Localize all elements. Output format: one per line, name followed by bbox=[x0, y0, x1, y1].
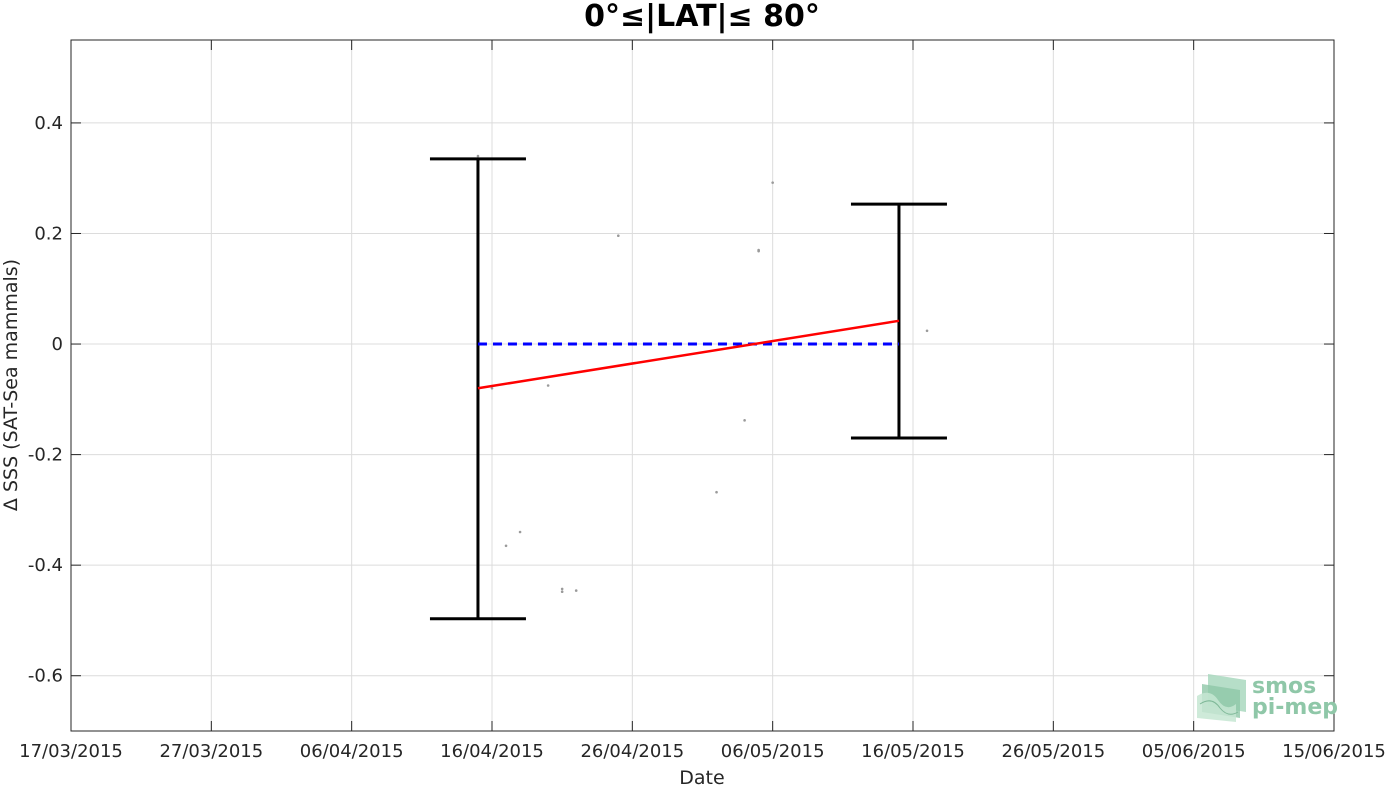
data-point bbox=[574, 589, 578, 592]
logo-text-line2: pi-mep bbox=[1252, 695, 1338, 720]
y-tick-label: 0 bbox=[52, 334, 63, 355]
x-tick-label: 06/04/2015 bbox=[300, 741, 404, 762]
data-point bbox=[490, 386, 494, 390]
x-axis-label: Date bbox=[679, 767, 724, 786]
x-tick-label: 06/05/2015 bbox=[721, 741, 825, 762]
x-tick-label: 27/03/2015 bbox=[159, 741, 263, 762]
data-point bbox=[518, 530, 522, 534]
x-tick-label: 26/04/2015 bbox=[580, 741, 684, 762]
logo-waves-icon bbox=[1197, 674, 1246, 722]
plot-area bbox=[71, 40, 1334, 731]
data-point bbox=[504, 544, 508, 548]
data-point bbox=[560, 590, 564, 593]
logo-text-line1: smos bbox=[1252, 674, 1316, 699]
smos-pi-mep-logo: smos pi-mep bbox=[1197, 674, 1338, 722]
data-point bbox=[925, 329, 929, 333]
x-tick-label: 17/03/2015 bbox=[19, 741, 123, 762]
data-point bbox=[743, 419, 746, 422]
axis-ticks: 17/03/2015 27/03/2015 06/04/2015 16/04/2015… bbox=[19, 40, 1386, 762]
x-tick-label: 05/06/2015 bbox=[1142, 741, 1246, 762]
data-point bbox=[617, 234, 620, 237]
trend-line bbox=[477, 319, 900, 390]
data-point bbox=[476, 154, 480, 158]
y-tick-label: 0.2 bbox=[34, 223, 63, 244]
y-tick-label: -0.4 bbox=[28, 555, 63, 576]
x-tick-label: 16/05/2015 bbox=[861, 741, 965, 762]
data-point bbox=[771, 181, 774, 184]
data-point bbox=[546, 384, 550, 387]
x-tick-label: 26/05/2015 bbox=[1001, 741, 1105, 762]
plot-frame bbox=[70, 39, 1335, 732]
error-bar bbox=[429, 157, 526, 621]
y-tick-label: 0.4 bbox=[34, 113, 63, 134]
y-axis-label: Δ SSS (SAT-Sea mammals) bbox=[0, 259, 22, 511]
x-tick-label: 15/06/2015 bbox=[1282, 741, 1386, 762]
data-point bbox=[715, 490, 718, 494]
y-tick-label: -0.6 bbox=[28, 666, 63, 687]
data-point bbox=[560, 587, 564, 591]
data-point bbox=[757, 249, 760, 253]
y-tick-label: -0.2 bbox=[28, 445, 63, 466]
x-tick-label: 16/04/2015 bbox=[440, 741, 544, 762]
chart-title: 0°≤|LAT|≤ 80° bbox=[584, 0, 820, 34]
data-layer bbox=[429, 154, 947, 621]
